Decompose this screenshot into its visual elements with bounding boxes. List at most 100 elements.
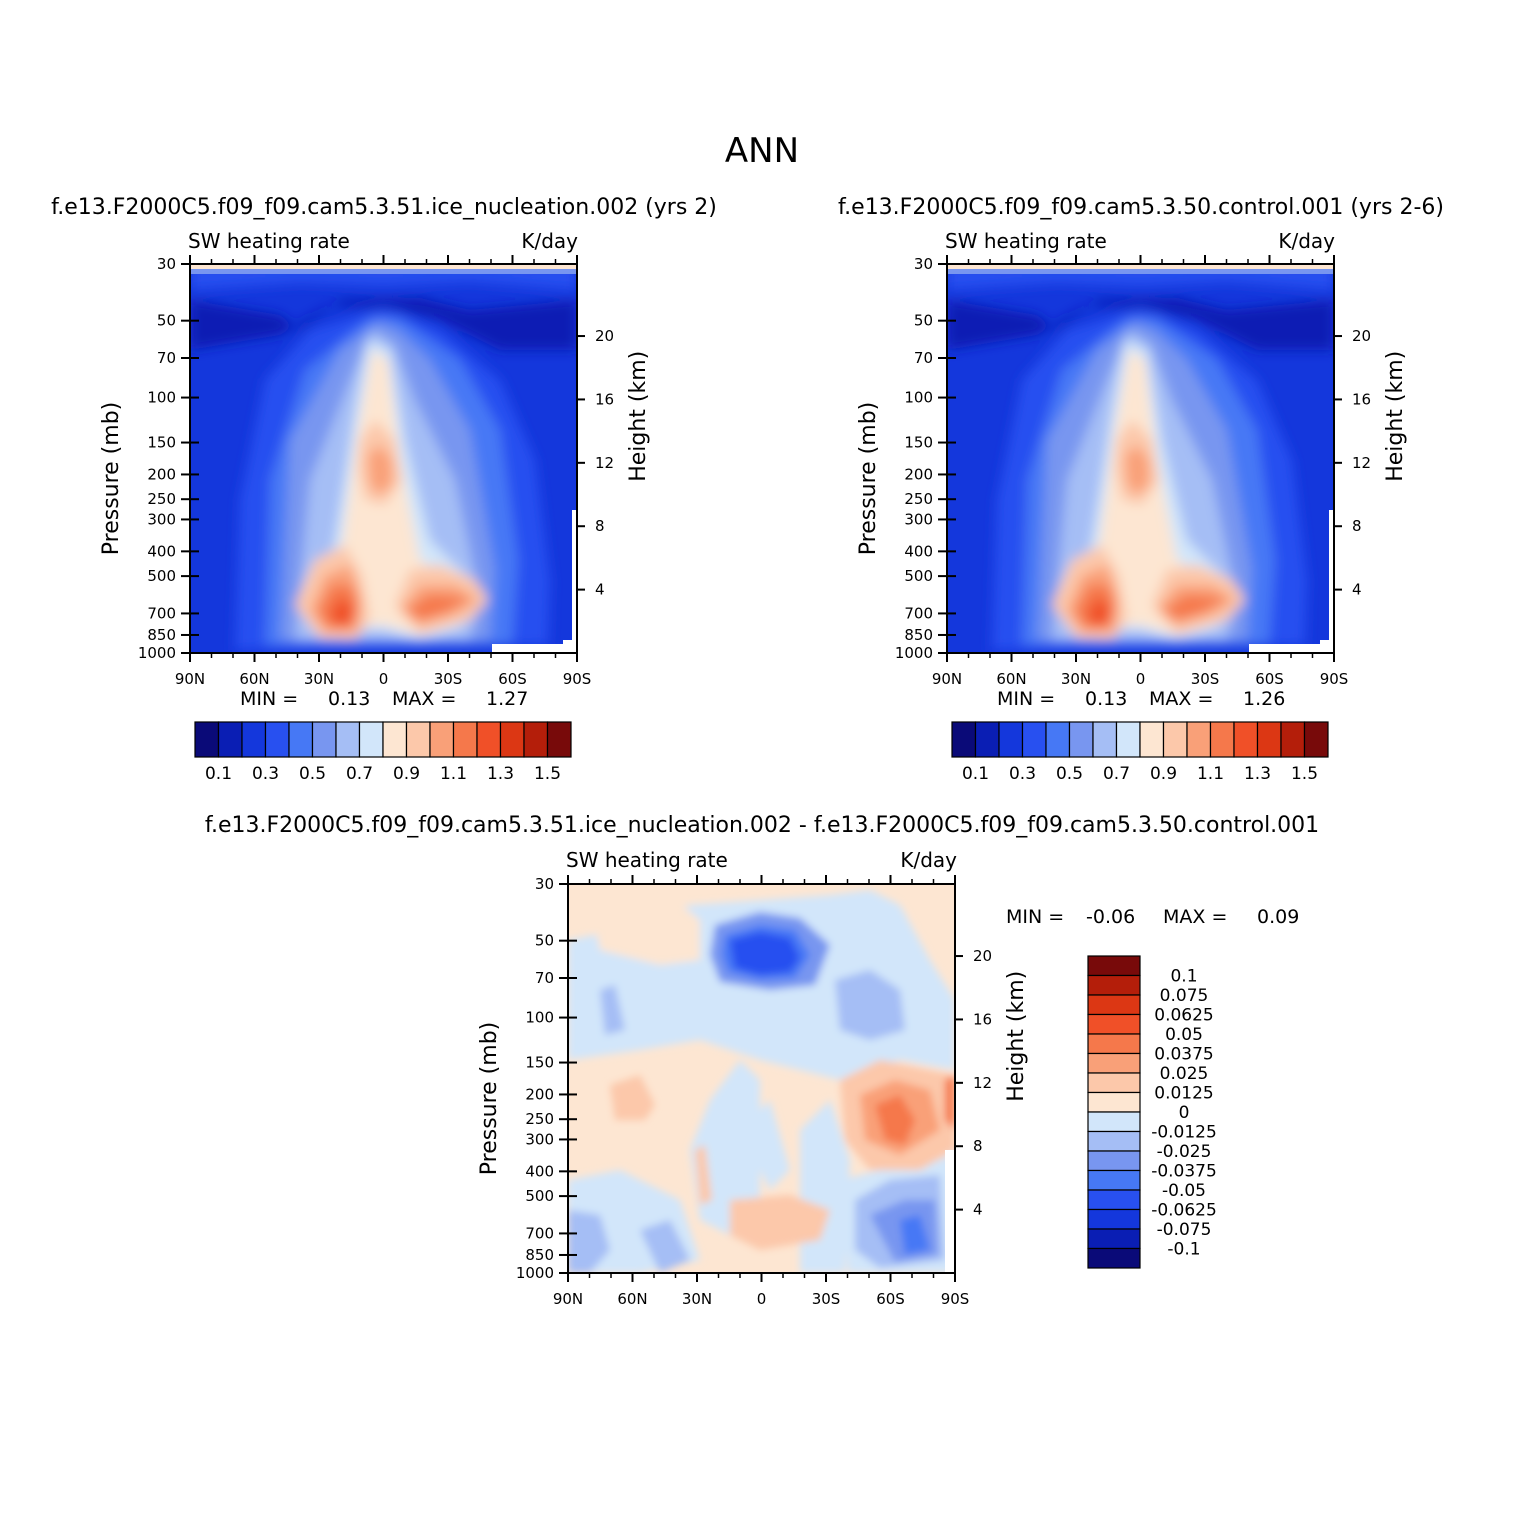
case-a-colorbar-label: 0.5 <box>299 764 326 784</box>
diff-colorbar-label: -0.0375 <box>1151 1162 1217 1182</box>
case-b-colorbar-swatch <box>998 721 1024 758</box>
case-a-ytick-label: 30 <box>157 255 176 273</box>
case-a-colorbar-label: 0.9 <box>393 764 420 784</box>
diff-units: K/day <box>900 848 957 872</box>
case-a-htick-label: 20 <box>595 327 614 345</box>
case-a-colorbar: 0.1 0.3 0.5 0.7 0.9 1.1 1.3 1.5 <box>194 721 572 784</box>
diff-ytick-label: 100 <box>525 1009 554 1027</box>
case-b-ytick-label: 200 <box>904 465 933 483</box>
case-b-colorbar-label: 0.5 <box>1056 764 1083 784</box>
case-b-ylabel-right: Height (km) <box>1383 351 1408 482</box>
case-a-htick-label: 16 <box>595 390 614 408</box>
case-a-ylabel-right: Height (km) <box>626 351 651 482</box>
case-a-xtick-label: 90S <box>563 670 592 688</box>
case-a-colorbar-swatch <box>499 721 525 758</box>
case-b-xtick-label: 90N <box>932 670 962 688</box>
case-b-colorbar-swatch <box>1115 721 1141 758</box>
case-a-ytick-label: 70 <box>157 349 176 367</box>
case-a-ylabel: Pressure (mb) <box>99 402 124 556</box>
case-a-ytick-label: 700 <box>147 604 176 622</box>
case-a-colorbar-label: 0.7 <box>346 764 373 784</box>
case-a-colorbar-swatch <box>405 721 431 758</box>
diff-max-label: MAX = <box>1163 906 1227 928</box>
case-b-htick-label: 4 <box>1352 581 1362 599</box>
diff-ylabel: Pressure (mb) <box>477 1022 502 1176</box>
diff-field <box>568 884 955 1273</box>
case-b-ytick-label: 500 <box>904 567 933 585</box>
case-b-xtick-label: 90S <box>1320 670 1349 688</box>
case-b-ytick-label: 50 <box>914 312 933 330</box>
diff-colorbar-label: -0.075 <box>1157 1220 1212 1240</box>
diff-colorbar-swatch <box>1087 1189 1141 1211</box>
case-a-ytick-label: 1000 <box>138 644 176 662</box>
diff-xtick-label: 90N <box>553 1290 583 1308</box>
diff-htick-label: 8 <box>973 1137 983 1155</box>
case-a-colorbar-swatch <box>358 721 384 758</box>
case-b-xtick-label: 0 <box>1136 670 1146 688</box>
diff-colorbar-swatch <box>1087 1208 1141 1230</box>
case-a-title: f.e13.F2000C5.f09_f09.cam5.3.51.ice_nucl… <box>51 195 717 220</box>
diff-colorbar-swatch <box>1087 1228 1141 1250</box>
case-a-colorbar-swatch <box>241 721 267 758</box>
case-a-htick-label: 4 <box>595 581 605 599</box>
diff-colorbar-label: 0.075 <box>1160 986 1209 1006</box>
case-b-ytick-label: 300 <box>904 510 933 528</box>
case-b-colorbar-label: 0.7 <box>1103 764 1130 784</box>
case-a-units: K/day <box>521 229 578 253</box>
diff-ytick-label: 400 <box>525 1162 554 1180</box>
case-b-colorbar-swatch <box>1303 721 1329 758</box>
diff-ytick-label: 150 <box>525 1054 554 1072</box>
case-a-colorbar-swatch <box>382 721 408 758</box>
diff-xtick-label: 60N <box>617 1290 647 1308</box>
diff-colorbar-swatch <box>1087 994 1141 1016</box>
diff-colorbar-label: 0 <box>1179 1103 1190 1123</box>
panel-case-a: f.e13.F2000C5.f09_f09.cam5.3.51.ice_nucl… <box>51 195 717 784</box>
case-b-colorbar-swatch <box>1139 721 1165 758</box>
diff-colorbar-swatch <box>1087 955 1141 977</box>
diff-htick-label: 16 <box>973 1010 992 1028</box>
case-a-ytick-label: 300 <box>147 510 176 528</box>
case-b-htick-label: 8 <box>1352 517 1362 535</box>
diff-colorbar-swatch <box>1087 1052 1141 1074</box>
case-a-colorbar-swatch <box>194 721 220 758</box>
case-b-max-value: 1.26 <box>1243 688 1285 710</box>
case-a-xtick-label: 90N <box>175 670 205 688</box>
case-b-colorbar-label: 0.3 <box>1009 764 1036 784</box>
diff-axes: 90N 60N 30N 0 30S 60S 90S 30 50 70 100 150 200 250 300… <box>477 875 1029 1308</box>
diff-htick-label: 4 <box>973 1201 983 1219</box>
case-b-ytick-label: 70 <box>914 349 933 367</box>
diff-colorbar-swatch <box>1087 1072 1141 1094</box>
diff-xtick-label: 30S <box>812 1290 841 1308</box>
diff-colorbar-label: 0.05 <box>1165 1025 1203 1045</box>
diff-ylabel-right: Height (km) <box>1004 971 1029 1102</box>
case-b-min-value: 0.13 <box>1085 688 1127 710</box>
diff-colorbar-label: -0.0125 <box>1151 1123 1217 1143</box>
diff-ytick-label: 700 <box>525 1224 554 1242</box>
case-b-htick-label: 16 <box>1352 390 1371 408</box>
diff-colorbar-label: -0.025 <box>1157 1142 1212 1162</box>
diff-colorbar-label: 0.0125 <box>1154 1084 1213 1104</box>
case-a-colorbar-swatch <box>217 721 243 758</box>
diff-ytick-label: 250 <box>525 1110 554 1128</box>
case-a-colorbar-swatch <box>546 721 572 758</box>
case-a-ytick-label: 500 <box>147 567 176 585</box>
diff-max-value: 0.09 <box>1257 906 1299 928</box>
case-a-ytick-label: 200 <box>147 465 176 483</box>
case-b-title: f.e13.F2000C5.f09_f09.cam5.3.50.control.… <box>838 195 1444 220</box>
case-b-colorbar-swatch <box>1233 721 1259 758</box>
diff-colorbar-label: 0.0375 <box>1154 1045 1213 1065</box>
case-a-colorbar-swatch <box>429 721 455 758</box>
case-a-colorbar-swatch <box>452 721 478 758</box>
case-a-ytick-label: 150 <box>147 434 176 452</box>
case-a-ytick-label: 50 <box>157 312 176 330</box>
case-a-htick-label: 8 <box>595 517 605 535</box>
case-a-colorbar-label: 0.1 <box>205 764 232 784</box>
diff-xtick-label: 90S <box>941 1290 970 1308</box>
case-b-units: K/day <box>1278 229 1335 253</box>
case-a-xtick-label: 30S <box>434 670 463 688</box>
case-b-colorbar-label: 1.5 <box>1291 764 1318 784</box>
case-b-htick-label: 20 <box>1352 327 1371 345</box>
case-b-xtick-label: 60N <box>996 670 1026 688</box>
figure-title: ANN <box>725 131 799 171</box>
